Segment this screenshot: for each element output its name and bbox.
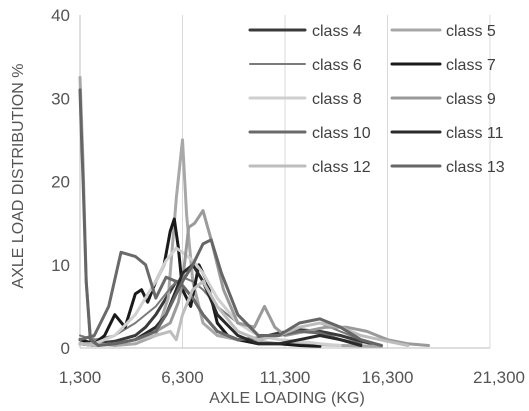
series-line-class-13 xyxy=(78,88,383,347)
legend-label-class-8: class 8 xyxy=(312,91,362,108)
legend-label-class-12: class 12 xyxy=(312,159,371,176)
series-line-class-10 xyxy=(78,250,363,346)
x-tick-label: 11,300 xyxy=(260,368,311,387)
y-tick-label: 40 xyxy=(51,6,70,25)
x-axis-title: AXLE LOADING (KG) xyxy=(209,390,365,407)
x-tick-label: 16,300 xyxy=(362,368,414,387)
legend-label-class-5: class 5 xyxy=(446,23,496,40)
y-tick-label: 20 xyxy=(51,173,70,192)
tick-labels: 0 10 20 30 40 1,300 6,300 11,300 16,300 21,300 xyxy=(51,6,525,387)
y-tick-label: 10 xyxy=(51,256,70,275)
legend-label-class-10: class 10 xyxy=(312,125,371,142)
x-tick-label: 21,300 xyxy=(473,368,525,387)
legend: class 4 class 5 class 6 class 7 class 8 class… xyxy=(248,23,505,176)
legend-label-class-9: class 9 xyxy=(446,91,496,108)
y-axis-title: AXLE LOAD DISTRIBUTION % xyxy=(10,64,27,289)
axes xyxy=(79,15,490,349)
series-lines xyxy=(78,75,430,348)
y-tick-label: 0 xyxy=(61,339,70,358)
legend-label-class-11: class 11 xyxy=(446,125,504,142)
legend-label-class-13: class 13 xyxy=(446,159,505,176)
y-tick-label: 30 xyxy=(51,89,70,108)
legend-label-class-4: class 4 xyxy=(312,23,362,40)
legend-label-class-6: class 6 xyxy=(312,57,362,74)
x-tick-label: 1,300 xyxy=(59,368,102,387)
legend-label-class-7: class 7 xyxy=(446,57,496,74)
series-line-class-8 xyxy=(78,246,342,347)
x-tick-label: 6,300 xyxy=(161,368,204,387)
